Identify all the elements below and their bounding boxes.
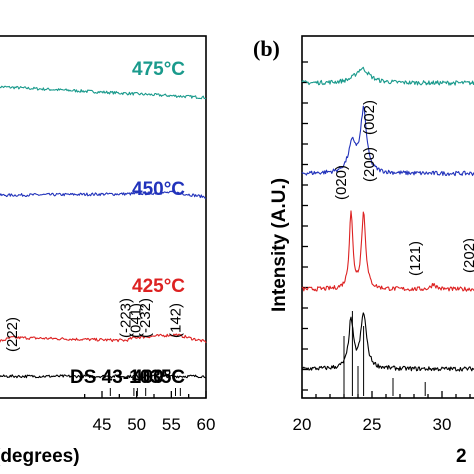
panel-b-x-tick-label: 25 (363, 415, 382, 434)
panel-b-peak-label-002: (002) (361, 100, 378, 135)
panel-b-trace-400-c (301, 312, 474, 372)
panel-b-peak-label-200: (200) (361, 147, 378, 182)
panel-a-x-tick-label: 55 (162, 415, 181, 434)
panel-b-trace-425-c (301, 210, 474, 292)
panel-a-x-axis-label: (degrees) (0, 446, 80, 467)
panel-a-reference-label: DS 43-1035 (70, 367, 172, 388)
panel-a-x-tick-label: 45 (93, 415, 112, 434)
panel-a-peak-label-232: (-232) (137, 298, 154, 338)
panel-a-peak-label-041: (041) (127, 303, 144, 338)
panel-b-traces (301, 66, 474, 372)
panel-a-peak-label-142: (142) (167, 303, 184, 338)
panel-a-temperature-labels: 475°C 450°C 425°C 400°C (132, 59, 185, 388)
panel-b-label: (b) (253, 36, 280, 61)
panel-a-reference-lines (109, 388, 181, 396)
panel-b-x-tick-label: 30 (433, 415, 452, 434)
panel-b-y-axis-label: Intensity (A.U.) (269, 178, 290, 312)
panel-a-trace-475-c (0, 85, 207, 100)
panel-b-reference-lines (343, 311, 426, 396)
panel-a-x-ticks: 45 50 55 60 (84, 391, 216, 434)
panel-b-peak-label-121: (121) (407, 241, 424, 276)
panel-a-temp-label-475-c: 475°C (132, 59, 185, 80)
panel-a-trace-400-c (0, 374, 207, 379)
panel-a-temp-label-450-c: 450°C (132, 179, 185, 200)
panel-a-trace-425-c (0, 333, 207, 344)
panel-b-peak-label-020: (020) (333, 165, 350, 200)
panel-a-trace-450-c (0, 190, 207, 199)
panel-b-peak-labels: (020) (002) (200) (121) (202) (333, 100, 474, 276)
panel-b-trace-450-c (301, 105, 474, 177)
panel-a-x-tick-label: 60 (197, 415, 216, 434)
panel-a: 45 50 55 60 (222) (-223)(041)(-232) (142) 475… (0, 35, 216, 467)
panel-a-temp-label-425-c: 425°C (132, 276, 185, 297)
panel-b: 20 25 30 (020) (002) (200) (121) (202) (b) Int… (253, 35, 474, 467)
panel-b-x-axis-label: 2 (456, 446, 467, 467)
panel-b-x-ticks: 20 25 30 (293, 61, 471, 434)
panel-a-peak-label-222: (222) (4, 317, 21, 352)
panel-b-x-tick-label: 20 (293, 415, 312, 434)
panel-b-trace-475-c (301, 66, 474, 86)
panel-a-temp-label-400-c: 400°C (132, 367, 185, 388)
panel-b-peak-label-202: (202) (461, 238, 474, 273)
panel-a-peak-label-223: (-223) (118, 298, 135, 338)
panel-a-x-tick-label: 50 (127, 415, 146, 434)
panel-a-peak-labels: (222) (-223)(041)(-232) (142) (4, 298, 185, 352)
panel-a-frame (0, 35, 207, 399)
panel-a-traces (0, 85, 207, 379)
panel-b-frame (301, 35, 474, 399)
